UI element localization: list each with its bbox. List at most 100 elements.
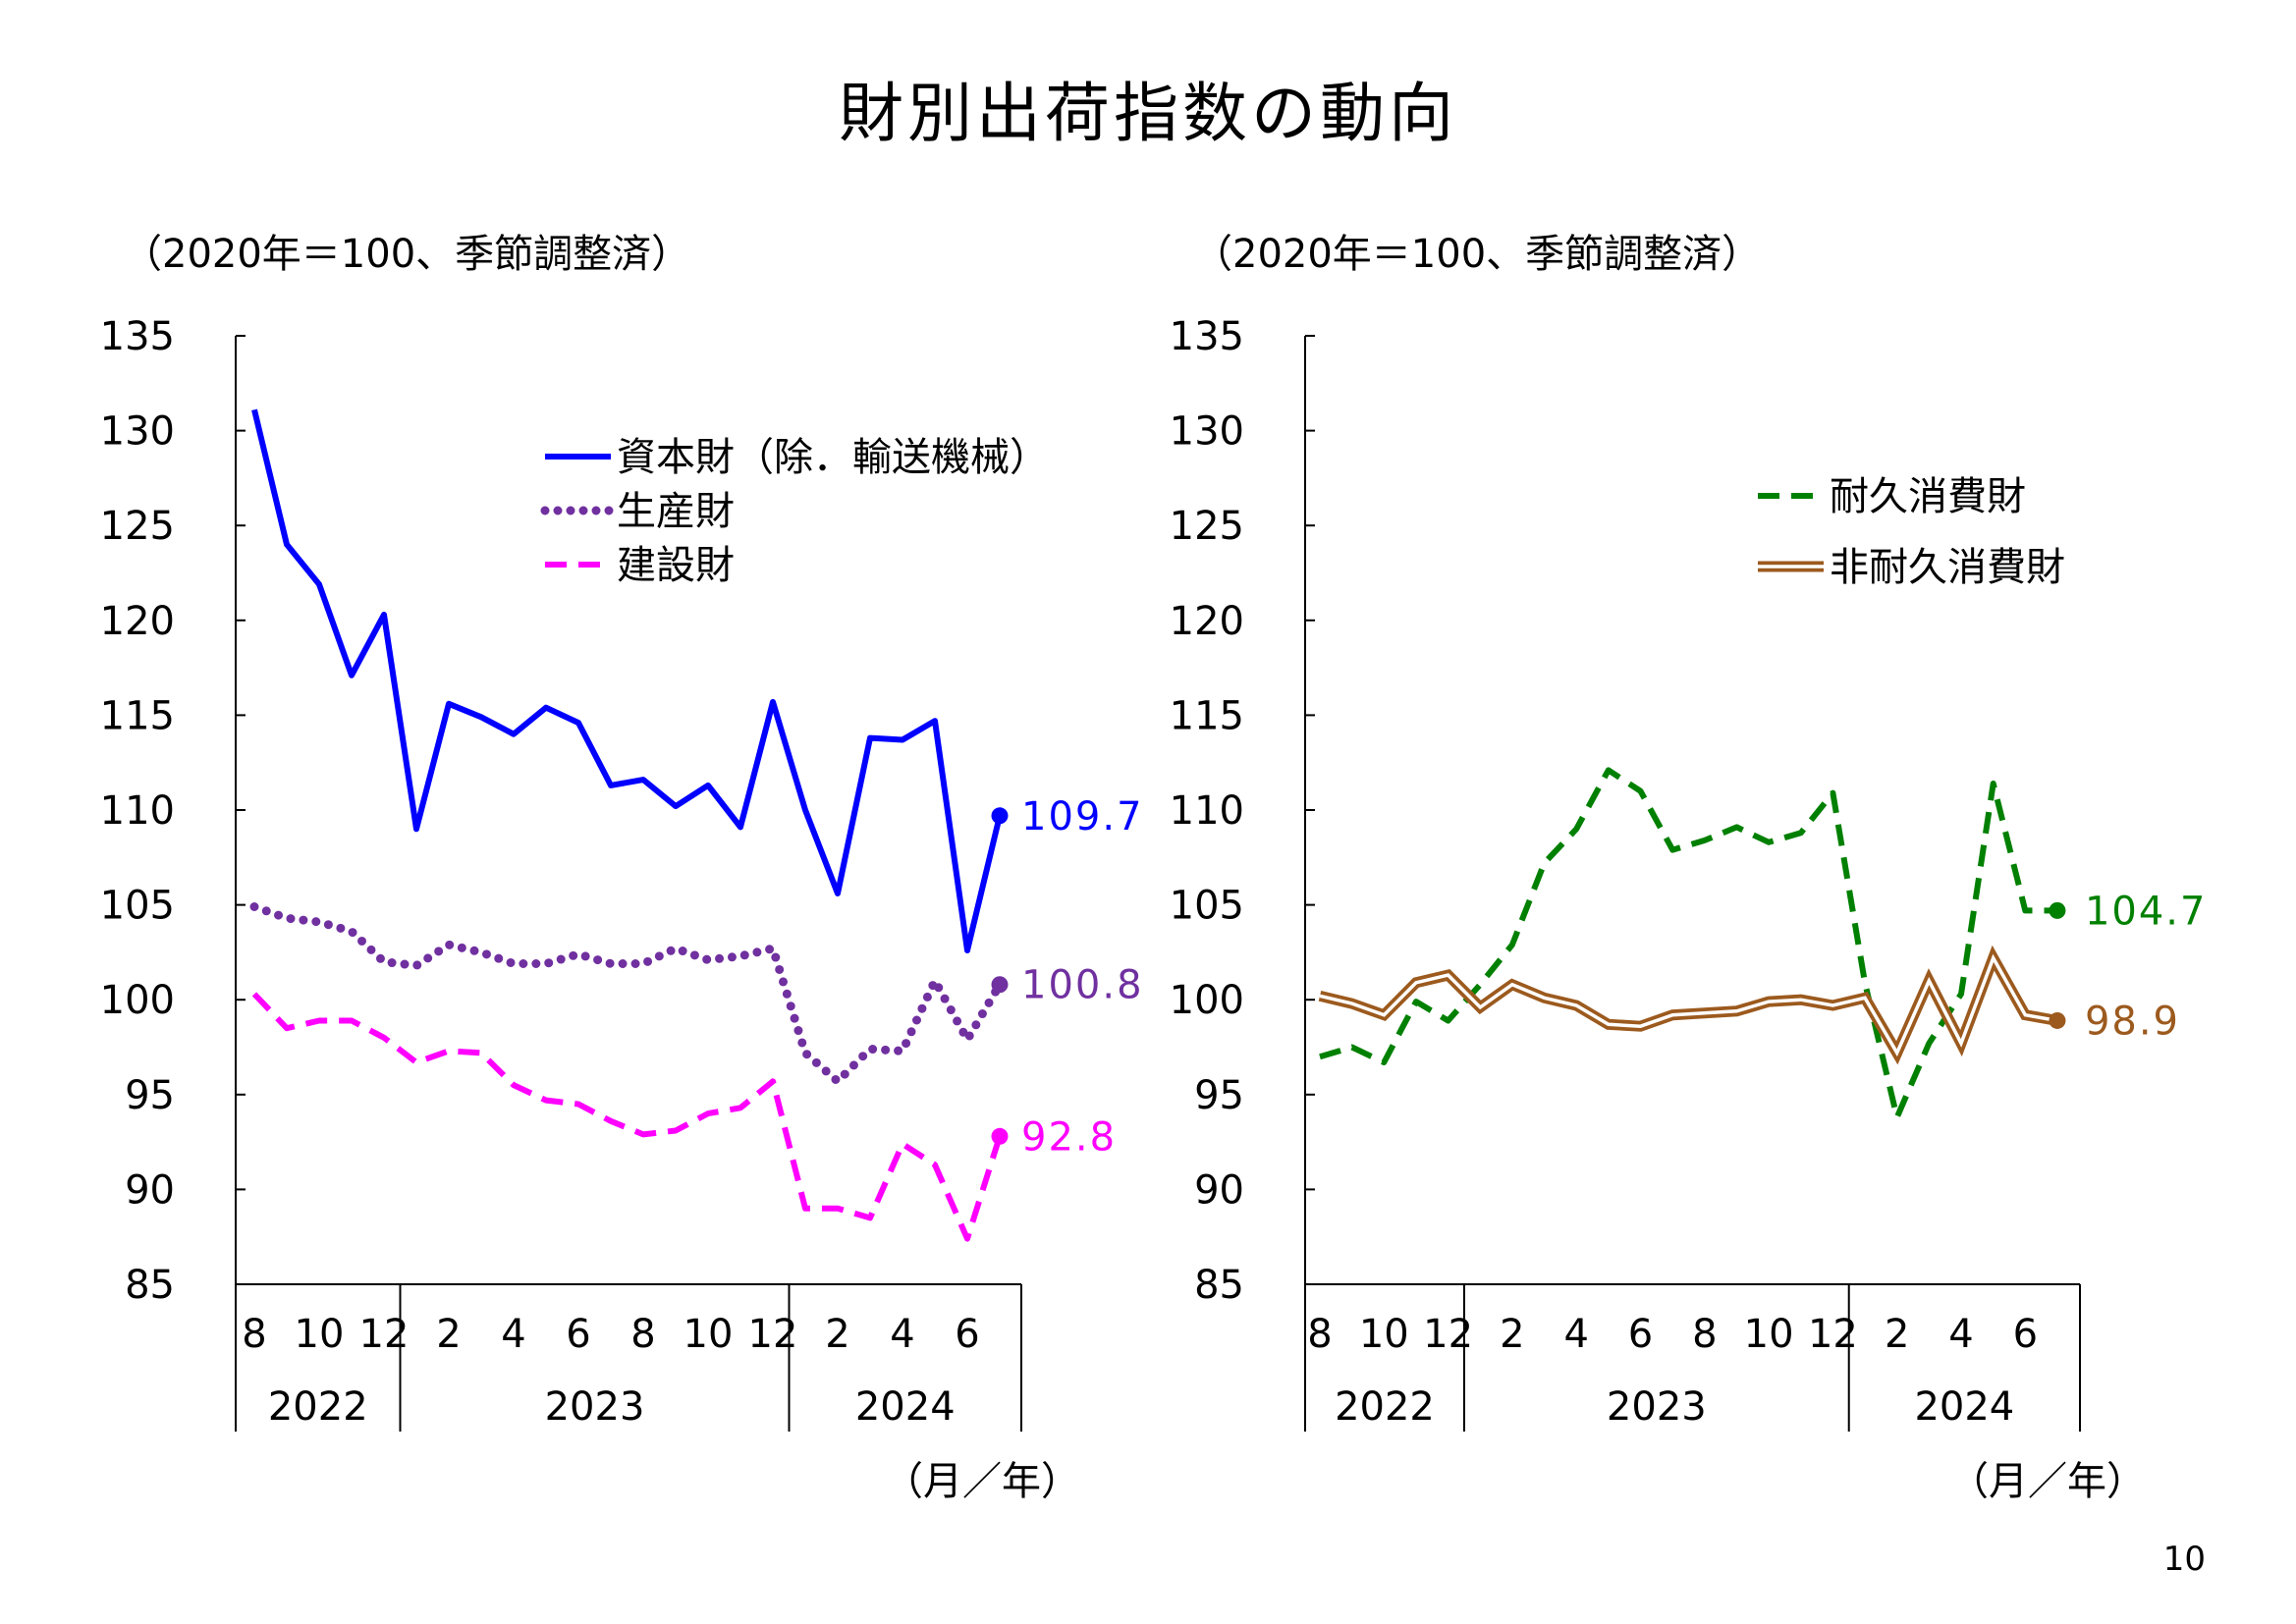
month-label: 10	[1359, 1312, 1409, 1357]
series-1-1-point	[1573, 1002, 1579, 1008]
year-label: 2022	[268, 1384, 368, 1430]
y-tick-label: 130	[100, 409, 175, 455]
series-0-2-point	[478, 1050, 484, 1056]
series-0-2-point	[673, 1128, 679, 1134]
series-0-0-point	[802, 807, 808, 813]
series-1-0-end-label: 104.7	[2085, 889, 2208, 934]
series-0-1-point	[705, 957, 711, 963]
series-1-0-point	[1862, 980, 1868, 986]
series-0-2-point	[381, 1035, 387, 1041]
series-1-1-point	[1381, 1012, 1387, 1018]
y-tick-label: 130	[1170, 409, 1244, 455]
series-1-1-point	[1926, 978, 1932, 984]
series-1-0-point	[1638, 788, 1644, 794]
series-0-2-point	[867, 1215, 873, 1220]
series-1-0-point	[1894, 1114, 1900, 1120]
series-1-0-point	[1573, 826, 1579, 832]
series-0-2-point	[932, 1162, 938, 1167]
series-0-1-line	[249, 902, 1005, 1086]
series-0-1-point	[251, 904, 257, 910]
series-0-2-point	[900, 1141, 905, 1147]
series-1-1-line-outer	[1318, 945, 2058, 1065]
series-0-0-end-label: 109.7	[1021, 794, 1144, 839]
series-0-0-point	[900, 737, 905, 743]
series-1-0-point	[1349, 1045, 1355, 1051]
series-0-1-point	[349, 929, 355, 935]
page-number: 10	[2162, 1540, 2206, 1579]
series-0-0-point	[446, 701, 452, 707]
y-tick-label: 85	[1194, 1263, 1244, 1308]
year-label: 2023	[1607, 1384, 1707, 1430]
series-0-0-point	[964, 947, 970, 953]
series-0-1-point	[835, 1078, 841, 1084]
month-label: 12	[1423, 1312, 1473, 1357]
series-1-1-point	[1349, 1001, 1355, 1006]
series-0-0-point	[478, 714, 484, 720]
series-0-2-point	[608, 1118, 614, 1124]
series-0-0-legend-label: 資本財（除．輸送機械）	[617, 435, 1049, 480]
y-tick-label: 90	[1194, 1167, 1244, 1213]
month-label: 10	[295, 1312, 345, 1357]
series-1-1-point	[1862, 995, 1868, 1001]
series-0-2-point	[738, 1105, 743, 1110]
series-1-0-point	[1766, 839, 1772, 845]
series-0-1-legend-label: 生産財	[617, 489, 735, 534]
series-0-0-point	[413, 826, 419, 832]
series-0-1-point	[867, 1046, 873, 1052]
series-0-0-point	[705, 783, 711, 788]
y-tick-label: 100	[1170, 978, 1244, 1023]
series-0-1-point	[802, 1050, 808, 1056]
x-unit-note: （月／年）	[884, 1459, 1080, 1504]
series-0-0-point	[738, 824, 743, 830]
series-0-0-point	[349, 673, 355, 678]
series-0-0-point	[251, 406, 257, 412]
series-0-0-point	[640, 777, 646, 783]
year-label: 2024	[1914, 1384, 2014, 1430]
series-1-0-point	[1542, 860, 1548, 866]
month-label: 6	[955, 1312, 979, 1357]
y-tick-label: 105	[100, 884, 175, 929]
series-1-0-point	[1446, 1017, 1451, 1023]
series-1-1-point	[1542, 995, 1548, 1001]
series-0-0-point	[867, 735, 873, 741]
series-0-1-point	[932, 978, 938, 984]
series-1-1-point	[1733, 1008, 1739, 1014]
series-1-1-point	[1413, 980, 1419, 986]
series-1-0-point	[1830, 790, 1835, 796]
unit-note: （2020年＝100、季節調整済）	[1193, 232, 1761, 277]
series-0-1-point	[284, 915, 290, 921]
month-label: 6	[1628, 1312, 1653, 1357]
series-0-2-point	[964, 1236, 970, 1242]
series-0-1-point	[673, 946, 679, 951]
series-0-0-point	[511, 731, 517, 737]
series-1-0-point	[1413, 999, 1419, 1004]
y-tick-label: 110	[100, 788, 175, 834]
month-label: 4	[501, 1312, 525, 1357]
series-0-2-point	[802, 1206, 808, 1212]
month-label: 2	[1885, 1312, 1909, 1357]
year-label: 2022	[1335, 1384, 1435, 1430]
series-0-2-point	[511, 1082, 517, 1088]
y-tick-label: 125	[100, 504, 175, 549]
series-1-0-point	[2022, 907, 2028, 913]
series-0-0-point	[381, 612, 387, 618]
series-1-1-point	[1830, 1002, 1835, 1008]
y-tick-label: 125	[1170, 504, 1244, 549]
series-0-1-point	[543, 960, 549, 966]
month-label: 8	[242, 1312, 266, 1357]
series-1-0-point	[1669, 847, 1675, 853]
y-tick-label: 120	[100, 599, 175, 644]
series-1-1-point	[1606, 1021, 1612, 1027]
series-1-0-line	[1319, 767, 2057, 1120]
year-label: 2023	[545, 1384, 645, 1430]
series-0-2-point	[349, 1017, 355, 1023]
month-label: 8	[1307, 1312, 1332, 1357]
series-0-2-point	[640, 1131, 646, 1137]
series-1-1-point	[1638, 1023, 1644, 1029]
series-1-0-point	[1606, 767, 1612, 773]
series-1-1-end-marker	[2049, 1011, 2066, 1029]
series-0-2-point	[575, 1101, 581, 1107]
month-label: 6	[2013, 1312, 2038, 1357]
series-0-1-point	[738, 953, 743, 959]
